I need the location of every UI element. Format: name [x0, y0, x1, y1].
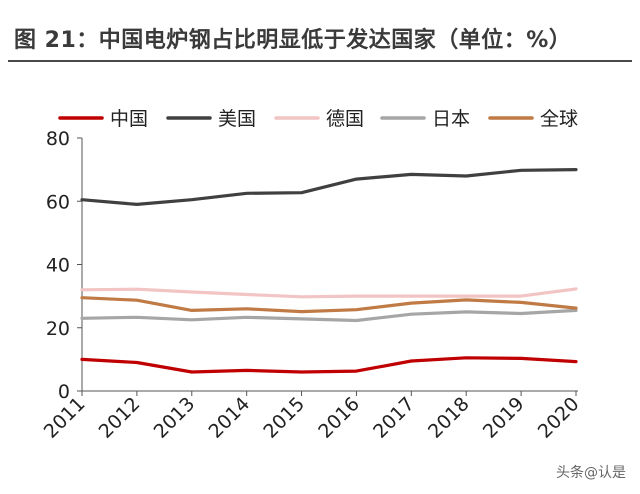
series-line-美国: [80, 168, 578, 206]
title-divider: [8, 60, 632, 62]
x-tick-label: 2019: [479, 393, 529, 443]
legend-label: 美国: [218, 108, 256, 130]
y-tick-label: 60: [46, 191, 70, 213]
x-tick-label: 2013: [150, 393, 200, 443]
series-line-德国: [80, 287, 578, 299]
y-tick-label: 40: [46, 255, 70, 277]
title-bar: 图 21：中国电炉钢占比明显低于发达国家（单位：%）: [0, 0, 640, 62]
x-tick-label: 2014: [204, 393, 254, 443]
legend-label: 日本: [432, 108, 470, 130]
y-tick-label: 80: [46, 128, 70, 150]
legend-label: 中国: [110, 108, 148, 130]
series-line-中国: [80, 356, 578, 374]
x-tick-label: 2018: [424, 393, 474, 443]
legend-label: 德国: [326, 108, 364, 130]
x-tick-label: 2012: [95, 393, 145, 443]
legend-label: 全球: [540, 108, 578, 130]
x-tick-label: 2016: [314, 393, 364, 443]
x-tick-label: 2020: [534, 393, 584, 443]
x-tick-label: 2015: [259, 393, 309, 443]
series-line-日本: [80, 308, 578, 323]
watermark: 头条@认是: [556, 465, 626, 481]
y-tick-label: 0: [58, 381, 70, 403]
x-tick-label: 2017: [369, 393, 419, 443]
series-line-全球: [80, 296, 578, 314]
y-tick-label: 20: [46, 318, 70, 340]
chart-title: 图 21：中国电炉钢占比明显低于发达国家（单位：%）: [14, 28, 572, 53]
